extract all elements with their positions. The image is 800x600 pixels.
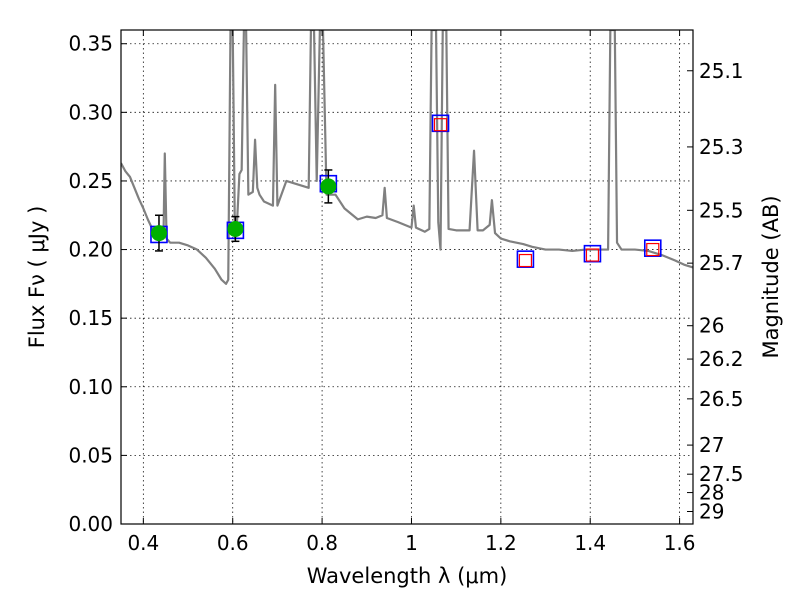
- magnitude-tick-label: 27: [699, 433, 724, 457]
- observed-flux-point: [320, 178, 337, 195]
- y-tick-label: 0.05: [68, 443, 113, 467]
- magnitude-tick-label: 26.5: [699, 387, 744, 411]
- model-flux-square: [583, 244, 602, 263]
- magnitude-tick-label: 27.5: [699, 462, 744, 486]
- model-spectrum-layer: [121, 30, 693, 285]
- magnitude-tick-label: 26: [699, 314, 724, 338]
- observed-flux-point: [150, 225, 167, 242]
- x-tick-label: 1.2: [485, 531, 517, 555]
- observed-flux-point: [227, 220, 244, 237]
- y-tick-label: 0.00: [68, 512, 113, 536]
- magnitude-tick-label: 25.3: [699, 135, 744, 159]
- magnitude-tick-label: 25.5: [699, 198, 744, 222]
- model-flux-square: [643, 239, 662, 257]
- y-tick-label: 0.20: [68, 238, 113, 262]
- magnitude-tick-label: 26.2: [699, 347, 744, 371]
- magnitude-tick-label: 25.7: [699, 251, 744, 275]
- plot-frame: [120, 29, 694, 525]
- x-tick-label: 1.4: [574, 531, 606, 555]
- y-tick-label: 0.30: [68, 100, 113, 124]
- x-tick-label: 1: [405, 531, 418, 555]
- model-spectrum-line: [121, 30, 693, 285]
- y-tick-label: 0.15: [68, 306, 113, 330]
- x-tick-label: 0.4: [127, 531, 159, 555]
- model-flux-square: [516, 250, 535, 268]
- y-axis-label: Flux Fν ( μJy ): [25, 206, 49, 349]
- magnitude-tick-label: 25.1: [699, 59, 744, 83]
- model-flux-square: [431, 114, 450, 133]
- magnitude-tick-label: 28: [699, 481, 724, 505]
- predicted-flux-square: [433, 118, 448, 132]
- x-tick-label: 0.6: [217, 531, 249, 555]
- predicted-flux-square: [518, 253, 533, 268]
- axis-ticks: [121, 30, 693, 525]
- predicted-flux-square: [646, 242, 660, 257]
- y2-axis-label: Magnitude (AB): [759, 195, 783, 358]
- x-tick-label: 1.6: [664, 531, 696, 555]
- tick-labels: 0.4 0.6 0.8 1 1.2 1.4 1.6 0.00 0.05 0.10 0.15 0.20 0…: [68, 32, 743, 555]
- x-axis-label: Wavelength λ (μm): [307, 564, 508, 588]
- grid-lines: [121, 30, 693, 524]
- y-tick-label: 0.10: [68, 375, 113, 399]
- y-tick-label: 0.25: [68, 169, 113, 193]
- y-tick-label: 0.35: [68, 32, 113, 56]
- magnitude-tick-label: 29: [699, 500, 724, 524]
- photometry-points-layer: [150, 114, 662, 268]
- x-tick-label: 0.8: [306, 531, 338, 555]
- predicted-flux-square: [585, 248, 600, 262]
